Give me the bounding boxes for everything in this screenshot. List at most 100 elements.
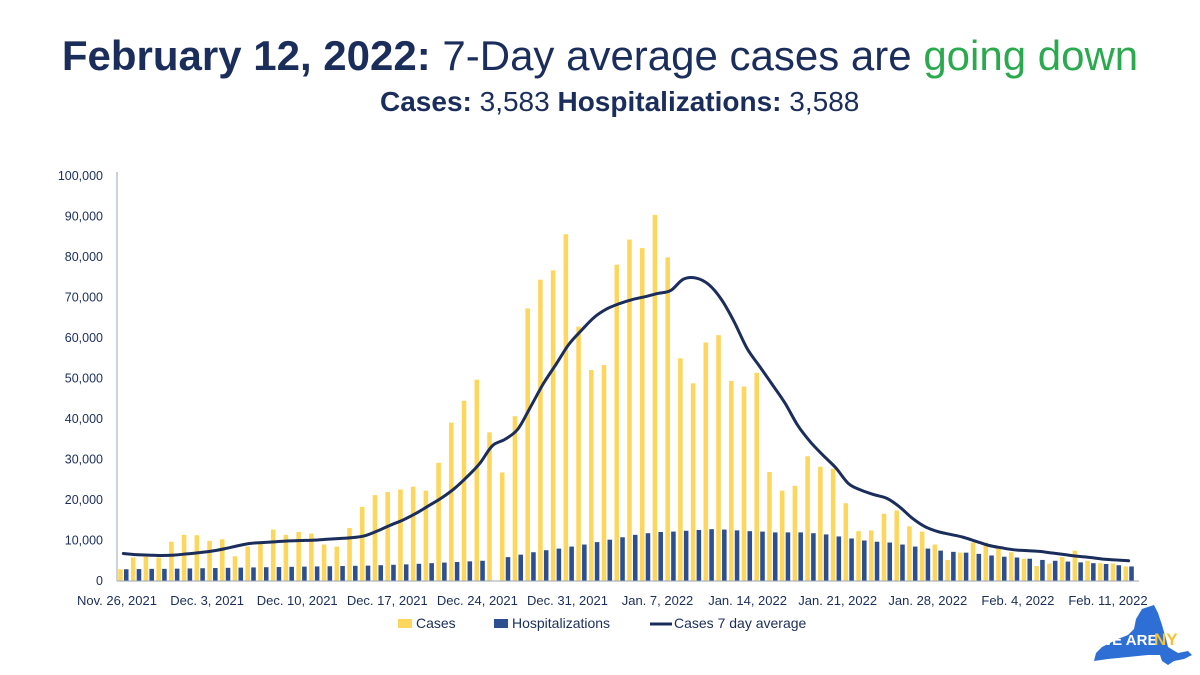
y-tick-label: 70,000 [65,291,103,305]
hospitalizations-bar [823,534,829,581]
cases-bar [398,489,403,581]
cases-bar [1110,563,1116,581]
hospitalizations-bar [365,565,371,581]
y-tick-label: 50,000 [65,372,103,386]
hospitalizations-bar [238,567,244,581]
hospitalizations-bar [645,533,651,581]
hospitalizations-bar [925,548,931,581]
hospitalizations-bar [963,552,969,581]
hospitalizations-bar [416,563,422,581]
cases-bar [767,472,772,581]
legend-hospitalizations-label: Hospitalizations [512,615,610,631]
hospitalizations-bar [1040,559,1045,581]
cases-bar [1034,566,1039,581]
y-tick-label: 30,000 [65,453,103,467]
cases-bar [614,264,620,581]
cases-bar [321,544,327,581]
cases-bar [474,379,480,581]
x-tick-label: Feb. 4, 2022 [981,593,1054,608]
cases-bar [423,490,429,581]
y-axis: 0 10,000 20,000 30,000 40,000 50,000 60,000 70,… [58,169,118,588]
cases-bar [385,491,390,581]
cases-bar [118,569,123,581]
cases-bar [194,535,200,581]
hospitalizations-value: 3,588 [789,86,860,117]
legend-cases-swatch [398,619,412,628]
hospitalizations-bar [722,529,727,581]
legend-cases: Cases [398,615,456,631]
hospitalizations-bar [569,546,574,581]
hospitalizations-bar [658,532,663,581]
hospitalizations-bar [251,567,256,581]
cases-bar [207,540,212,581]
y-tick-label: 0 [96,574,103,588]
hospitalizations-bar [1065,561,1071,581]
cases-bar [983,542,989,581]
cases-bar [347,527,352,581]
hospitalizations-bar [989,555,994,581]
hospitalizations-bar [1027,558,1032,581]
cases-bar [868,530,874,582]
hospitalizations-bar [187,568,193,581]
cases-bar [181,534,187,581]
hospitalizations-bar [174,568,180,581]
title-text: 7-Day average cases are [442,32,912,79]
hospitalizations-bar [556,548,562,581]
hospitalizations-bar [696,529,702,581]
hospitalizations-bar [951,551,956,581]
hospitalizations-bar [225,567,231,581]
legend: Cases Hospitalizations Cases 7 day average [398,615,807,631]
hospitalizations-bar [938,550,943,582]
cases-bar [1123,566,1129,581]
cases-bar [601,365,607,581]
cases-bar [856,531,861,581]
hospitalizations-bar [582,544,587,581]
legend-hospitalizations-swatch [494,619,508,628]
hospitalizations-bar [772,532,778,581]
chart-subtitle: Cases: 3,583 Hospitalizations: 3,588 [380,86,859,118]
cases-bar [525,308,530,581]
cases-bar [220,539,225,581]
cases-bar [792,485,798,581]
cases-bar [652,214,658,581]
average-line [121,276,1131,563]
hospitalizations-bar [709,529,714,581]
cases-bar [232,556,238,581]
cases-bar [958,552,963,581]
hospitalizations-bar [518,554,523,581]
cases-bar [818,466,823,581]
hospitalizations-bar [454,561,460,581]
hospitalizations-bar [811,533,816,581]
cases-bar [1047,563,1052,581]
cases-bar [639,248,645,581]
hospitalizations-bar [543,550,549,581]
hospitalizations-bar [314,566,320,581]
hospitalizations-bar [403,564,409,581]
hospitalizations-bar [136,569,142,581]
cases-bar [512,416,518,581]
cases-bar [130,557,136,581]
we-are-ny-logo: WE ARE NY [1094,605,1192,665]
hospitalizations-bar [887,542,893,581]
y-tick-label: 10,000 [65,534,103,548]
hospitalizations-bar [340,566,345,581]
cases-bar [678,358,683,581]
hospitalizations-bar [849,538,854,581]
cases-bar [627,239,632,581]
hospitalizations-bar [785,532,791,581]
x-tick-label: Nov. 26, 2021 [77,593,157,608]
cases-bar [550,270,556,581]
cases-value: 3,583 [479,86,550,117]
hospitalizations-bar [467,561,473,581]
cases-bar [563,234,569,581]
hospitalizations-bar [149,568,154,581]
cases-bar [1085,560,1090,581]
hospitalizations-bar [162,568,167,581]
cases-bar [970,542,976,581]
cases-bar [690,383,696,581]
cases-bar [703,342,709,581]
chart-title: February 12, 2022: 7-Day average cases a… [0,32,1200,80]
hospitalizations-bar [760,531,765,581]
cases-bar [932,544,938,581]
hospitalizations-bar [1129,566,1134,581]
